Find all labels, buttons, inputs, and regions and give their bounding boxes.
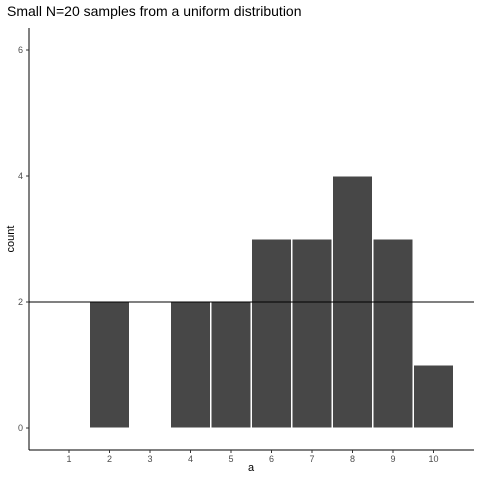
x-tick-label: 7 <box>309 454 314 464</box>
x-tick-label: 1 <box>66 454 71 464</box>
x-tick-label: 5 <box>228 454 233 464</box>
bar-10 <box>413 364 454 429</box>
x-tick-label: 6 <box>269 454 274 464</box>
ticks-layer: 0 2 4 6 1 2 3 4 5 6 7 8 9 10 <box>18 45 439 464</box>
y-axis-title: count <box>5 226 17 253</box>
x-tick-label: 8 <box>350 454 355 464</box>
x-axis-title: a <box>248 462 255 474</box>
chart-title: Small N=20 samples from a uniform distri… <box>7 3 302 19</box>
bars-layer <box>89 175 454 429</box>
x-tick-label: 3 <box>147 454 152 464</box>
bar-5 <box>210 301 252 429</box>
bar-6 <box>251 238 292 429</box>
x-tick-label: 4 <box>188 454 193 464</box>
x-tick-label: 10 <box>428 454 438 464</box>
bar-4 <box>170 301 211 429</box>
axes-layer <box>28 28 474 451</box>
y-tick-label: 4 <box>18 171 23 181</box>
y-tick-label: 0 <box>18 423 23 433</box>
bar-9 <box>372 238 414 429</box>
x-tick-label: 2 <box>107 454 112 464</box>
bar-2 <box>89 301 130 429</box>
bar-7 <box>291 238 333 429</box>
y-tick-label: 2 <box>18 297 23 307</box>
y-tick-label: 6 <box>18 45 23 55</box>
x-tick-label: 9 <box>390 454 395 464</box>
